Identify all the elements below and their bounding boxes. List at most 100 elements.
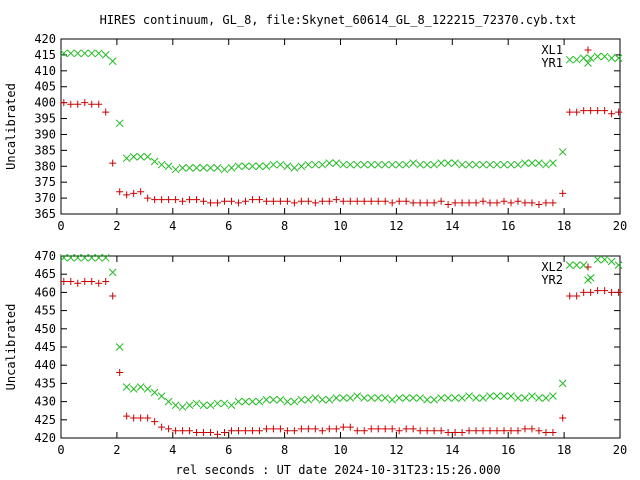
data-point [130, 414, 138, 422]
data-point [221, 197, 229, 205]
plot-frame [60, 38, 621, 215]
x-tick-label: 14 [445, 219, 459, 233]
data-point [353, 160, 362, 169]
data-point [573, 292, 581, 300]
data-point [102, 277, 110, 285]
x-tick-label: 2 [113, 443, 120, 457]
data-point [500, 427, 508, 435]
legend-marker [584, 59, 592, 67]
data-point [123, 412, 131, 420]
data-point [542, 160, 550, 169]
data-point [472, 394, 480, 402]
x-tick-label: 0 [57, 219, 64, 233]
data-point [493, 427, 501, 435]
data-point [109, 292, 117, 300]
data-point [179, 427, 187, 435]
data-point [80, 253, 89, 262]
data-point [304, 425, 312, 433]
data-point [388, 199, 396, 207]
data-point [255, 196, 263, 204]
data-point [486, 160, 494, 169]
data-point [59, 253, 68, 262]
data-point [227, 401, 236, 410]
data-point [318, 395, 327, 404]
data-point [593, 52, 602, 61]
data-point [395, 427, 403, 435]
data-point [297, 197, 305, 205]
x-tick-label: 8 [281, 219, 288, 233]
data-point [262, 425, 270, 433]
data-point [593, 255, 602, 264]
data-point [241, 427, 249, 435]
data-point [458, 160, 466, 169]
data-point [402, 425, 410, 433]
y-tick-label: 445 [34, 340, 56, 354]
data-point [542, 199, 550, 207]
data-point [207, 199, 215, 207]
x-tick-label: 12 [389, 443, 403, 457]
data-point [367, 197, 375, 205]
data-point [367, 160, 376, 169]
x-tick-label: 6 [225, 443, 232, 457]
data-point [318, 160, 327, 169]
data-point [566, 292, 574, 300]
data-point [374, 394, 383, 402]
data-point [193, 429, 201, 437]
data-point [248, 427, 256, 435]
data-point [116, 188, 124, 196]
legend-label: XL2 [541, 260, 563, 274]
data-point [234, 162, 243, 171]
data-point [346, 394, 355, 402]
data-point [409, 159, 418, 167]
data-point [528, 159, 536, 167]
data-point [178, 164, 187, 172]
data-point [402, 197, 410, 205]
data-point [507, 427, 515, 435]
data-point [157, 160, 166, 169]
data-point [122, 383, 131, 391]
data-point [430, 427, 438, 435]
data-point [311, 425, 319, 433]
data-point [220, 399, 229, 408]
data-point [66, 253, 75, 262]
data-point [206, 401, 215, 410]
data-point [535, 159, 543, 167]
y-tick-label: 370 [34, 191, 56, 205]
data-point [601, 287, 609, 295]
data-point [116, 368, 124, 376]
x-tick-label: 4 [169, 219, 176, 233]
data-point [451, 429, 459, 437]
data-point [360, 394, 369, 402]
data-point [88, 277, 96, 285]
data-point [172, 427, 180, 435]
x-tick-label: 0 [57, 443, 64, 457]
data-point [558, 379, 567, 388]
data-point [192, 399, 201, 408]
data-point [514, 160, 522, 169]
data-point [325, 159, 334, 167]
data-point [60, 277, 68, 285]
data-point [437, 394, 445, 402]
data-point [600, 255, 609, 264]
data-point [600, 52, 609, 61]
data-point [283, 427, 291, 435]
x-tick-label: 4 [169, 443, 176, 457]
x-tick-label: 14 [445, 443, 459, 457]
data-point [171, 165, 180, 174]
data-point [437, 427, 445, 435]
data-point [565, 55, 574, 64]
data-point [81, 99, 89, 107]
data-point [465, 199, 473, 207]
data-point [472, 427, 480, 435]
data-point [535, 200, 543, 208]
data-point [374, 425, 382, 433]
data-point [388, 425, 396, 433]
data-point [521, 159, 529, 167]
y-tick-label: 430 [34, 395, 56, 409]
series-yr2 [59, 253, 623, 411]
data-point [227, 197, 235, 205]
data-point [360, 160, 369, 169]
data-point [507, 392, 515, 400]
